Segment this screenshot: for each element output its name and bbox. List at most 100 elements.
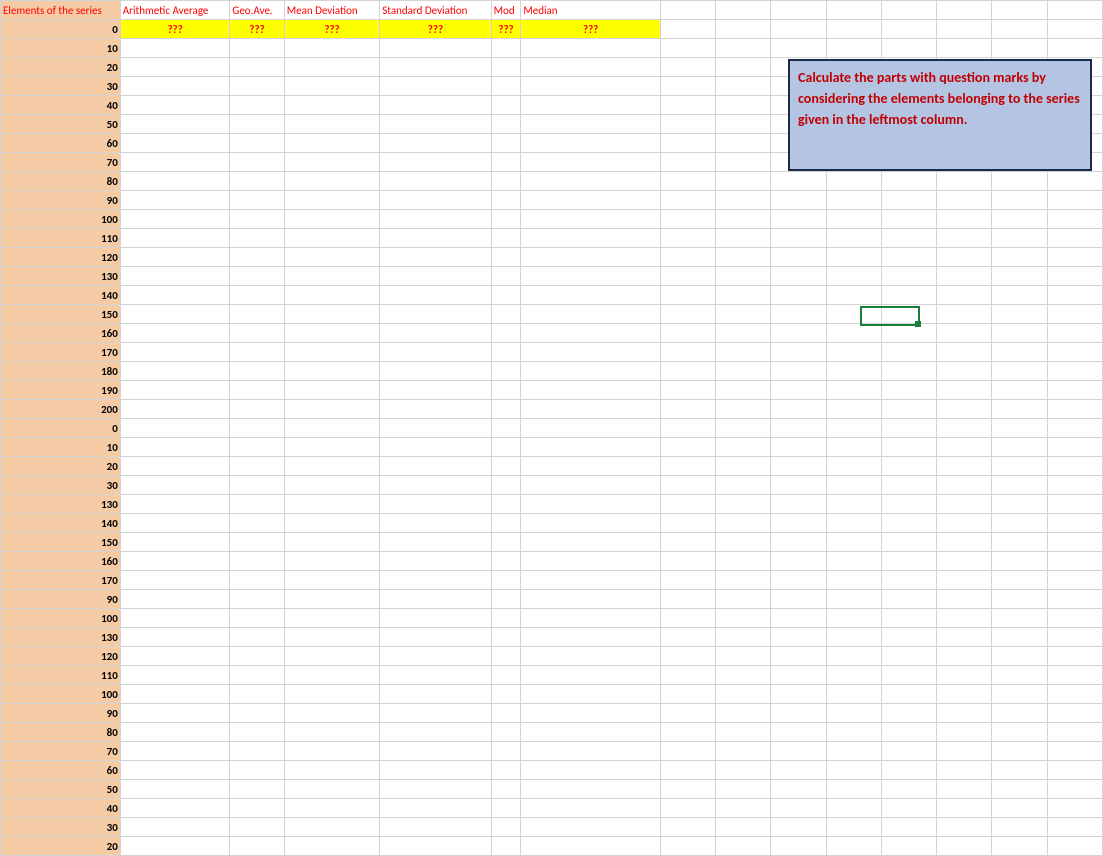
empty-cell[interactable] — [380, 172, 491, 191]
empty-cell[interactable] — [380, 324, 491, 343]
empty-cell[interactable] — [716, 324, 771, 343]
empty-cell[interactable] — [120, 115, 230, 134]
empty-cell[interactable] — [660, 742, 715, 761]
empty-cell[interactable] — [881, 628, 936, 647]
empty-cell[interactable] — [1047, 495, 1102, 514]
empty-cell[interactable] — [521, 552, 661, 571]
empty-cell[interactable] — [881, 286, 936, 305]
empty-cell[interactable] — [937, 723, 992, 742]
empty-cell[interactable] — [120, 761, 230, 780]
empty-cell[interactable] — [380, 267, 491, 286]
empty-cell[interactable] — [771, 647, 826, 666]
empty-cell[interactable] — [771, 229, 826, 248]
empty-cell[interactable] — [937, 343, 992, 362]
empty-cell[interactable] — [380, 780, 491, 799]
empty-cell[interactable] — [284, 552, 380, 571]
empty-cell[interactable] — [881, 419, 936, 438]
empty-cell[interactable] — [521, 381, 661, 400]
empty-cell[interactable] — [491, 381, 521, 400]
empty-cell[interactable] — [826, 400, 881, 419]
empty-cell[interactable] — [284, 400, 380, 419]
empty-cell[interactable] — [826, 704, 881, 723]
empty-cell[interactable] — [992, 229, 1047, 248]
empty-cell[interactable] — [284, 476, 380, 495]
empty-cell[interactable] — [937, 362, 992, 381]
series-value[interactable]: 120 — [1, 647, 121, 666]
empty-cell[interactable] — [521, 590, 661, 609]
empty-cell[interactable] — [716, 723, 771, 742]
empty-cell[interactable] — [120, 229, 230, 248]
empty-cell[interactable] — [937, 476, 992, 495]
empty-cell[interactable] — [120, 780, 230, 799]
empty-cell[interactable] — [660, 552, 715, 571]
empty-cell[interactable] — [660, 628, 715, 647]
empty-cell[interactable] — [716, 818, 771, 837]
empty-cell[interactable] — [937, 381, 992, 400]
empty-cell[interactable] — [491, 495, 521, 514]
empty-cell[interactable] — [120, 457, 230, 476]
header-col6[interactable]: Mod — [491, 1, 521, 20]
empty-cell[interactable] — [992, 495, 1047, 514]
empty-cell[interactable] — [491, 666, 521, 685]
empty-cell[interactable] — [992, 628, 1047, 647]
empty-cell[interactable] — [521, 609, 661, 628]
empty-cell[interactable] — [771, 628, 826, 647]
empty-cell[interactable] — [771, 381, 826, 400]
empty-cell[interactable] — [491, 58, 521, 77]
empty-cell[interactable] — [881, 324, 936, 343]
empty-cell[interactable] — [881, 1, 936, 20]
empty-cell[interactable] — [826, 267, 881, 286]
empty-cell[interactable] — [380, 286, 491, 305]
empty-cell[interactable] — [521, 305, 661, 324]
empty-cell[interactable] — [521, 115, 661, 134]
empty-cell[interactable] — [881, 704, 936, 723]
empty-cell[interactable] — [521, 419, 661, 438]
empty-cell[interactable] — [380, 58, 491, 77]
empty-cell[interactable] — [1047, 590, 1102, 609]
empty-cell[interactable] — [521, 780, 661, 799]
empty-cell[interactable] — [716, 780, 771, 799]
empty-cell[interactable] — [937, 837, 992, 856]
empty-cell[interactable] — [120, 514, 230, 533]
series-value[interactable]: 150 — [1, 533, 121, 552]
empty-cell[interactable] — [881, 400, 936, 419]
empty-cell[interactable] — [521, 324, 661, 343]
empty-cell[interactable] — [230, 286, 284, 305]
series-value[interactable]: 80 — [1, 723, 121, 742]
empty-cell[interactable] — [992, 324, 1047, 343]
empty-cell[interactable] — [491, 476, 521, 495]
empty-cell[interactable] — [716, 799, 771, 818]
empty-cell[interactable] — [937, 533, 992, 552]
empty-cell[interactable] — [660, 229, 715, 248]
empty-cell[interactable] — [660, 362, 715, 381]
empty-cell[interactable] — [660, 419, 715, 438]
empty-cell[interactable] — [992, 267, 1047, 286]
empty-cell[interactable] — [521, 172, 661, 191]
empty-cell[interactable] — [284, 685, 380, 704]
empty-cell[interactable] — [992, 780, 1047, 799]
empty-cell[interactable] — [826, 818, 881, 837]
series-value[interactable]: 140 — [1, 286, 121, 305]
empty-cell[interactable] — [230, 609, 284, 628]
empty-cell[interactable] — [1047, 305, 1102, 324]
empty-cell[interactable] — [937, 324, 992, 343]
empty-cell[interactable] — [992, 723, 1047, 742]
empty-cell[interactable] — [491, 96, 521, 115]
empty-cell[interactable] — [491, 77, 521, 96]
empty-cell[interactable] — [826, 476, 881, 495]
empty-cell[interactable] — [937, 210, 992, 229]
empty-cell[interactable] — [660, 818, 715, 837]
empty-cell[interactable] — [230, 685, 284, 704]
empty-cell[interactable] — [716, 514, 771, 533]
empty-cell[interactable] — [230, 704, 284, 723]
empty-cell[interactable] — [660, 191, 715, 210]
empty-cell[interactable] — [660, 172, 715, 191]
empty-cell[interactable] — [937, 286, 992, 305]
empty-cell[interactable] — [716, 248, 771, 267]
empty-cell[interactable] — [716, 457, 771, 476]
empty-cell[interactable] — [660, 400, 715, 419]
empty-cell[interactable] — [937, 400, 992, 419]
empty-cell[interactable] — [284, 134, 380, 153]
empty-cell[interactable] — [284, 381, 380, 400]
empty-cell[interactable] — [716, 229, 771, 248]
